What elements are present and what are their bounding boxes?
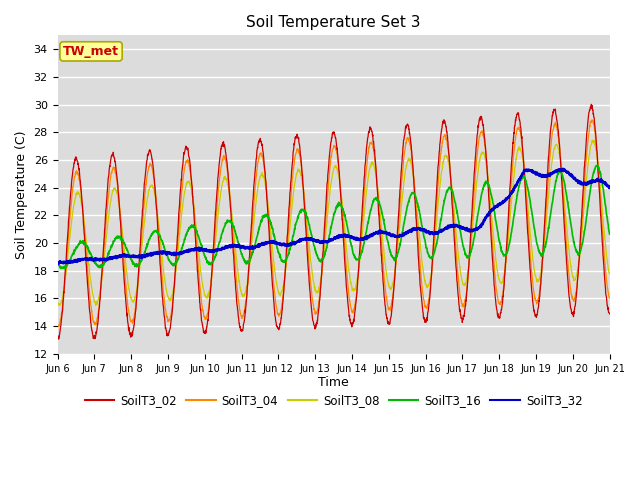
- Title: Soil Temperature Set 3: Soil Temperature Set 3: [246, 15, 420, 30]
- Y-axis label: Soil Temperature (C): Soil Temperature (C): [15, 130, 28, 259]
- Legend: SoilT3_02, SoilT3_04, SoilT3_08, SoilT3_16, SoilT3_32: SoilT3_02, SoilT3_04, SoilT3_08, SoilT3_…: [80, 389, 588, 411]
- X-axis label: Time: Time: [318, 376, 349, 389]
- Text: TW_met: TW_met: [63, 45, 119, 58]
